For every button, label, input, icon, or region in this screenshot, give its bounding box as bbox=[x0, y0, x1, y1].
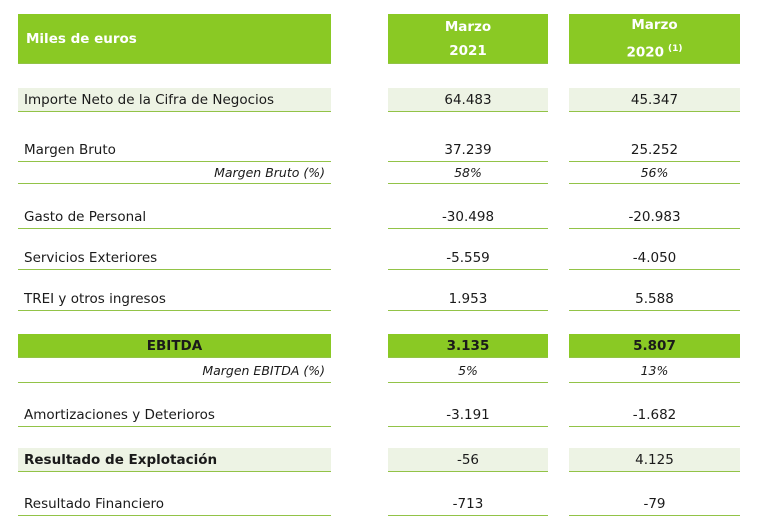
row-margen-bruto-pct-2020: 56% bbox=[569, 162, 740, 184]
row-amortizaciones-2020: -1.682 bbox=[569, 403, 740, 427]
row-servicios-label: Servicios Exteriores bbox=[18, 246, 331, 270]
row-margen-ebitda-2020: 13% bbox=[569, 359, 740, 383]
row-resultado-explotacion-2020: 4.125 bbox=[569, 448, 740, 472]
header-col-2021-year: 2021 bbox=[449, 42, 487, 59]
row-amortizaciones-label: Amortizaciones y Deterioros bbox=[18, 403, 331, 427]
row-margen-bruto-label: Margen Bruto bbox=[18, 138, 331, 162]
row-margen-bruto-pct-label: Margen Bruto (%) bbox=[18, 162, 331, 184]
row-resultado-financiero-2021: -713 bbox=[388, 492, 548, 516]
row-gasto-personal-label: Gasto de Personal bbox=[18, 205, 331, 229]
row-margen-ebitda-2021: 5% bbox=[388, 359, 548, 383]
row-ebitda-2021: 3.135 bbox=[388, 334, 548, 358]
header-col-2020-year: 2020 bbox=[626, 44, 665, 61]
row-importe-2021: 64.483 bbox=[388, 88, 548, 112]
row-importe-2020: 45.347 bbox=[569, 88, 740, 112]
row-amortizaciones-2021: -3.191 bbox=[388, 403, 548, 427]
header-col-2021: Marzo 2021 bbox=[388, 14, 548, 64]
row-gasto-personal-2020: -20.983 bbox=[569, 205, 740, 229]
row-margen-bruto-2021: 37.239 bbox=[388, 138, 548, 162]
header-label-cell: Miles de euros bbox=[18, 14, 331, 64]
row-importe-label: Importe Neto de la Cifra de Negocios bbox=[18, 88, 331, 112]
row-servicios-2021: -5.559 bbox=[388, 246, 548, 270]
row-margen-ebitda-label: Margen EBITDA (%) bbox=[18, 359, 331, 383]
header-col-2020: Marzo 2020 (1) bbox=[569, 14, 740, 64]
row-trei-2021: 1.953 bbox=[388, 287, 548, 311]
row-trei-label: TREI y otros ingresos bbox=[18, 287, 331, 311]
header-col-2020-note: (1) bbox=[668, 43, 683, 54]
row-margen-bruto-2020: 25.252 bbox=[569, 138, 740, 162]
row-ebitda-label: EBITDA bbox=[18, 334, 331, 358]
row-ebitda-2020: 5.807 bbox=[569, 334, 740, 358]
header-col-2021-month: Marzo bbox=[444, 18, 492, 35]
row-servicios-2020: -4.050 bbox=[569, 246, 740, 270]
header-label: Miles de euros bbox=[26, 30, 137, 47]
header-col-2020-year-wrap: 2020 (1) bbox=[626, 37, 682, 65]
header-col-2020-month: Marzo bbox=[631, 16, 678, 33]
row-trei-2020: 5.588 bbox=[569, 287, 740, 311]
row-resultado-financiero-2020: -79 bbox=[569, 492, 740, 516]
row-margen-bruto-pct-2021: 58% bbox=[388, 162, 548, 184]
row-resultado-explotacion-2021: -56 bbox=[388, 448, 548, 472]
row-resultado-explotacion-label: Resultado de Explotación bbox=[18, 448, 331, 472]
row-gasto-personal-2021: -30.498 bbox=[388, 205, 548, 229]
row-resultado-financiero-label: Resultado Financiero bbox=[18, 492, 331, 516]
